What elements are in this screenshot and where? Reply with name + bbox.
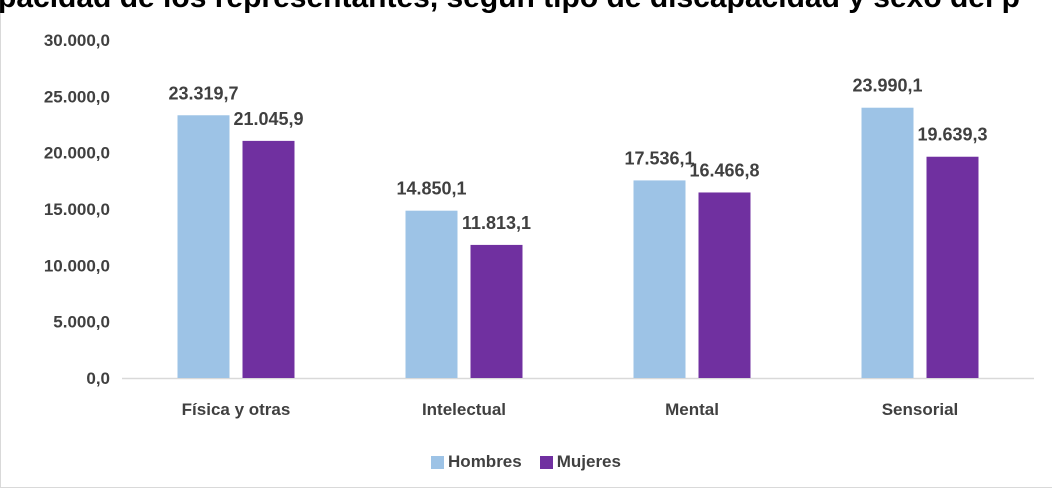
bar-hombres[interactable] [861, 107, 914, 378]
legend-item-hombres[interactable]: Hombres [431, 452, 522, 472]
x-category-label: Física y otras [182, 400, 291, 419]
y-tick-label: 15.000,0 [44, 200, 110, 219]
y-tick-label: 0,0 [86, 369, 110, 388]
x-category-label: Sensorial [882, 400, 959, 419]
data-label: 17.536,1 [624, 148, 694, 168]
bar-mujeres[interactable] [926, 156, 979, 378]
data-label: 23.319,7 [168, 83, 238, 103]
y-tick-label: 20.000,0 [44, 144, 110, 163]
bar-hombres[interactable] [633, 180, 686, 378]
x-category-label: Mental [665, 400, 719, 419]
legend-swatch-mujeres [539, 455, 553, 469]
data-label: 14.850,1 [396, 179, 466, 199]
y-tick-label: 30.000,0 [44, 31, 110, 50]
legend-item-mujeres[interactable]: Mujeres [539, 452, 621, 472]
data-label: 16.466,8 [689, 160, 759, 180]
legend: Hombres Mujeres [0, 452, 1052, 472]
data-label: 19.639,3 [917, 125, 987, 145]
bar-mujeres[interactable] [242, 140, 295, 378]
chart-title: pacidad de los representantes, según tip… [0, 0, 1052, 18]
legend-swatch-hombres [431, 455, 445, 469]
bar-hombres[interactable] [405, 210, 458, 378]
x-category-label: Intelectual [422, 400, 506, 419]
data-label: 23.990,1 [852, 76, 922, 96]
data-label: 21.045,9 [233, 109, 303, 129]
bar-hombres[interactable] [177, 115, 230, 379]
bar-mujeres[interactable] [470, 244, 523, 378]
legend-label-mujeres: Mujeres [556, 452, 621, 471]
data-label: 11.813,1 [462, 213, 531, 233]
legend-label-hombres: Hombres [448, 452, 522, 471]
y-tick-label: 10.000,0 [44, 256, 110, 275]
y-tick-label: 5.000,0 [53, 313, 110, 332]
bar-mujeres[interactable] [698, 192, 751, 378]
y-tick-label: 25.000,0 [44, 87, 110, 106]
